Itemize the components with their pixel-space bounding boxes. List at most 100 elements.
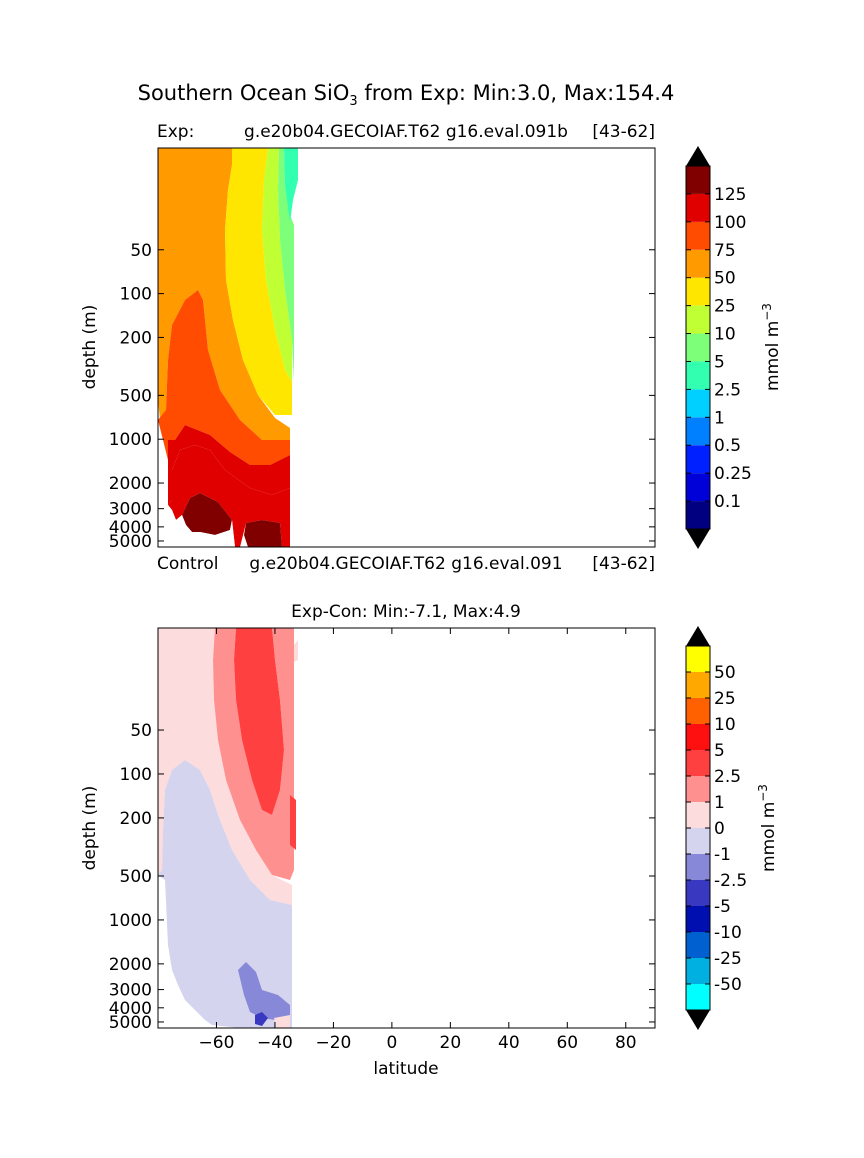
colorbar-swatch xyxy=(686,501,710,529)
colorbar-tick-label: 50 xyxy=(714,269,736,289)
colorbar-swatch xyxy=(686,880,710,906)
y-tick-label: 4000 xyxy=(109,518,152,538)
colorbar-swatch xyxy=(686,984,710,1010)
top-colorbar-label: mmol m−3 xyxy=(760,303,783,391)
diff-band-2.5-5-edge xyxy=(290,795,296,850)
colorbar-swatch xyxy=(686,193,710,222)
colorbar-tick-label: 50 xyxy=(714,663,736,683)
colorbar-tick-label: 125 xyxy=(714,185,746,205)
colorbar-tick-label: -10 xyxy=(714,923,742,943)
x-tick-label: 20 xyxy=(440,1033,462,1053)
colorbar-tick-label: 2.5 xyxy=(714,767,741,787)
colorbar-tick-label: 1 xyxy=(714,793,725,813)
colorbar-swatch xyxy=(686,750,710,776)
colorbar-frame xyxy=(685,165,711,530)
colorbar-tick-label: 25 xyxy=(714,297,736,317)
colorbar-swatch xyxy=(686,906,710,932)
band-75-100 xyxy=(158,290,290,465)
y-tick-label: 5000 xyxy=(109,532,152,552)
colorbar-swatch xyxy=(686,958,710,984)
bottom-colorbar-label: mmol m−3 xyxy=(756,784,779,872)
y-tick-label: 5000 xyxy=(109,1013,152,1033)
y-tick-label: 200 xyxy=(120,809,152,829)
colorbar-tick-label: 2.5 xyxy=(714,380,741,400)
colorbar-swatch xyxy=(686,333,710,362)
y-tick-label: 50 xyxy=(130,241,152,261)
x-tick-label: 60 xyxy=(556,1033,578,1053)
top-title-right: [43-62] xyxy=(592,122,655,142)
y-tick-label: 3000 xyxy=(109,500,152,520)
top-plot-frame xyxy=(157,147,656,548)
bottom-plot-frame xyxy=(157,627,656,1029)
colorbar-swatch xyxy=(686,802,710,828)
diff-band-pos-top xyxy=(294,640,298,662)
colorbar-tick-label: -25 xyxy=(714,949,742,969)
y-tick-label: 1000 xyxy=(109,430,152,450)
x-tick-label: −40 xyxy=(257,1033,293,1053)
colorbar-swatch xyxy=(686,854,710,880)
colorbar-swatch xyxy=(686,417,710,446)
colorbar-tick-label: -50 xyxy=(714,975,742,995)
colorbar-tick-label: -2.5 xyxy=(714,871,747,891)
y-tick-label: 3000 xyxy=(109,981,152,1001)
top-title-center: g.e20b04.GECOIAF.T62 g16.eval.091b xyxy=(244,122,568,142)
x-tick-label: 40 xyxy=(498,1033,520,1053)
colorbar-swatch xyxy=(686,249,710,278)
colorbar-swatch xyxy=(686,305,710,334)
colorbar-swatch xyxy=(686,672,710,698)
top-title-left: Exp: xyxy=(157,122,194,142)
colorbar-max-extend xyxy=(686,146,710,166)
top-contour-field xyxy=(158,148,298,547)
x-tick-label: 80 xyxy=(615,1033,637,1053)
y-tick-label: 50 xyxy=(130,721,152,741)
y-tick-label: 100 xyxy=(120,285,152,305)
colorbar-tick-label: 25 xyxy=(714,689,736,709)
figure-title: Southern Ocean SiO3 from Exp: Min:3.0, M… xyxy=(138,81,675,109)
bottom-y-label: depth (m) xyxy=(80,786,100,871)
colorbar-tick-label: 5 xyxy=(714,352,725,372)
bottom-x-label: latitude xyxy=(373,1059,438,1079)
band-2.5-5 xyxy=(284,148,298,222)
diff-band-2.5-5 xyxy=(234,628,284,815)
bottom-title-left: Control xyxy=(157,554,218,574)
colorbar-swatch xyxy=(686,389,710,418)
colorbar-swatch xyxy=(686,361,710,390)
colorbar-tick-label: -1 xyxy=(714,845,731,865)
band-100-125 xyxy=(168,425,290,505)
top-panel: Exp: g.e20b04.GECOIAF.T62 g16.eval.091b … xyxy=(80,122,783,574)
colorbar-tick-label: 100 xyxy=(714,213,746,233)
y-tick-label: 500 xyxy=(120,386,152,406)
y-tick-label: 500 xyxy=(120,867,152,887)
colorbar-swatch xyxy=(686,828,710,854)
bottom-title-center: g.e20b04.GECOIAF.T62 g16.eval.091 xyxy=(249,554,562,574)
diff-band-neg2.5-neg1 xyxy=(238,962,290,1020)
colorbar-swatch xyxy=(686,932,710,958)
band-10-25 xyxy=(262,148,292,382)
diff-band-neg1-0 xyxy=(158,760,292,1028)
colorbar-tick-label: 5 xyxy=(714,741,725,761)
y-tick-label: 4000 xyxy=(109,999,152,1019)
colorbar-tick-label: 0.25 xyxy=(714,464,752,484)
colorbar-tick-label: 10 xyxy=(714,715,736,735)
colorbar-tick-label: 10 xyxy=(714,325,736,345)
bottom-contour-field xyxy=(158,628,298,1028)
bottom-panel: Exp-Con: Min:-7.1, Max:4.9 5010020050010… xyxy=(80,602,779,1079)
colorbar-min-extend xyxy=(686,1010,710,1030)
diff-band-neg5-neg2.5 xyxy=(255,1012,268,1026)
bottom-title-right: [43-62] xyxy=(592,554,655,574)
top-nodata-mask xyxy=(158,505,235,547)
y-tick-label: 200 xyxy=(120,328,152,348)
x-tick-label: −20 xyxy=(315,1033,351,1053)
band-100-125-deep xyxy=(168,445,290,547)
bottom-nodata-mask xyxy=(158,875,240,1028)
diff-band-1-2.5 xyxy=(213,628,294,880)
colorbar-swatch xyxy=(686,166,710,194)
band-50-75 xyxy=(158,148,290,440)
colorbar-swatch xyxy=(686,646,710,672)
colorbar-swatch xyxy=(686,698,710,724)
colorbar-tick-label: 0 xyxy=(714,819,725,839)
